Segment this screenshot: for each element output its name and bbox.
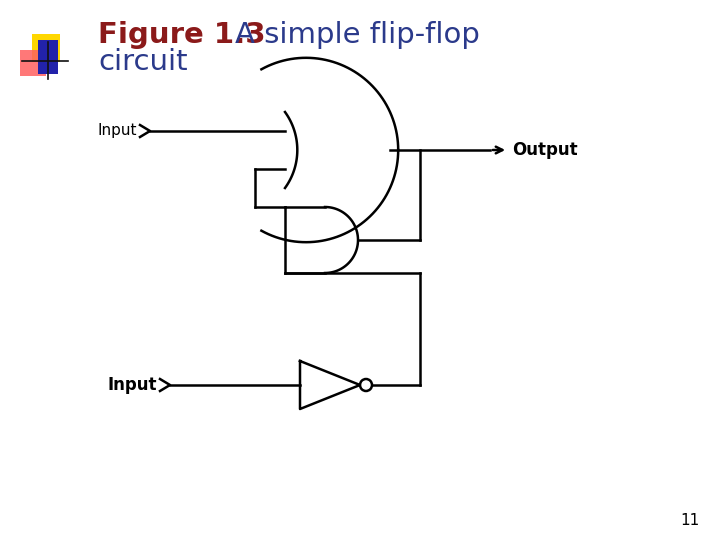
Text: Output: Output (512, 141, 577, 159)
Text: Input: Input (97, 124, 137, 138)
Text: A simple flip-flop: A simple flip-flop (235, 21, 480, 49)
Bar (32, 34, 60, 62)
Text: Figure 1.3: Figure 1.3 (98, 21, 266, 49)
Text: Input: Input (107, 376, 157, 394)
Bar (38, 40, 58, 74)
Text: circuit: circuit (98, 48, 188, 76)
Text: 11: 11 (680, 513, 700, 528)
Bar (20, 50, 46, 76)
